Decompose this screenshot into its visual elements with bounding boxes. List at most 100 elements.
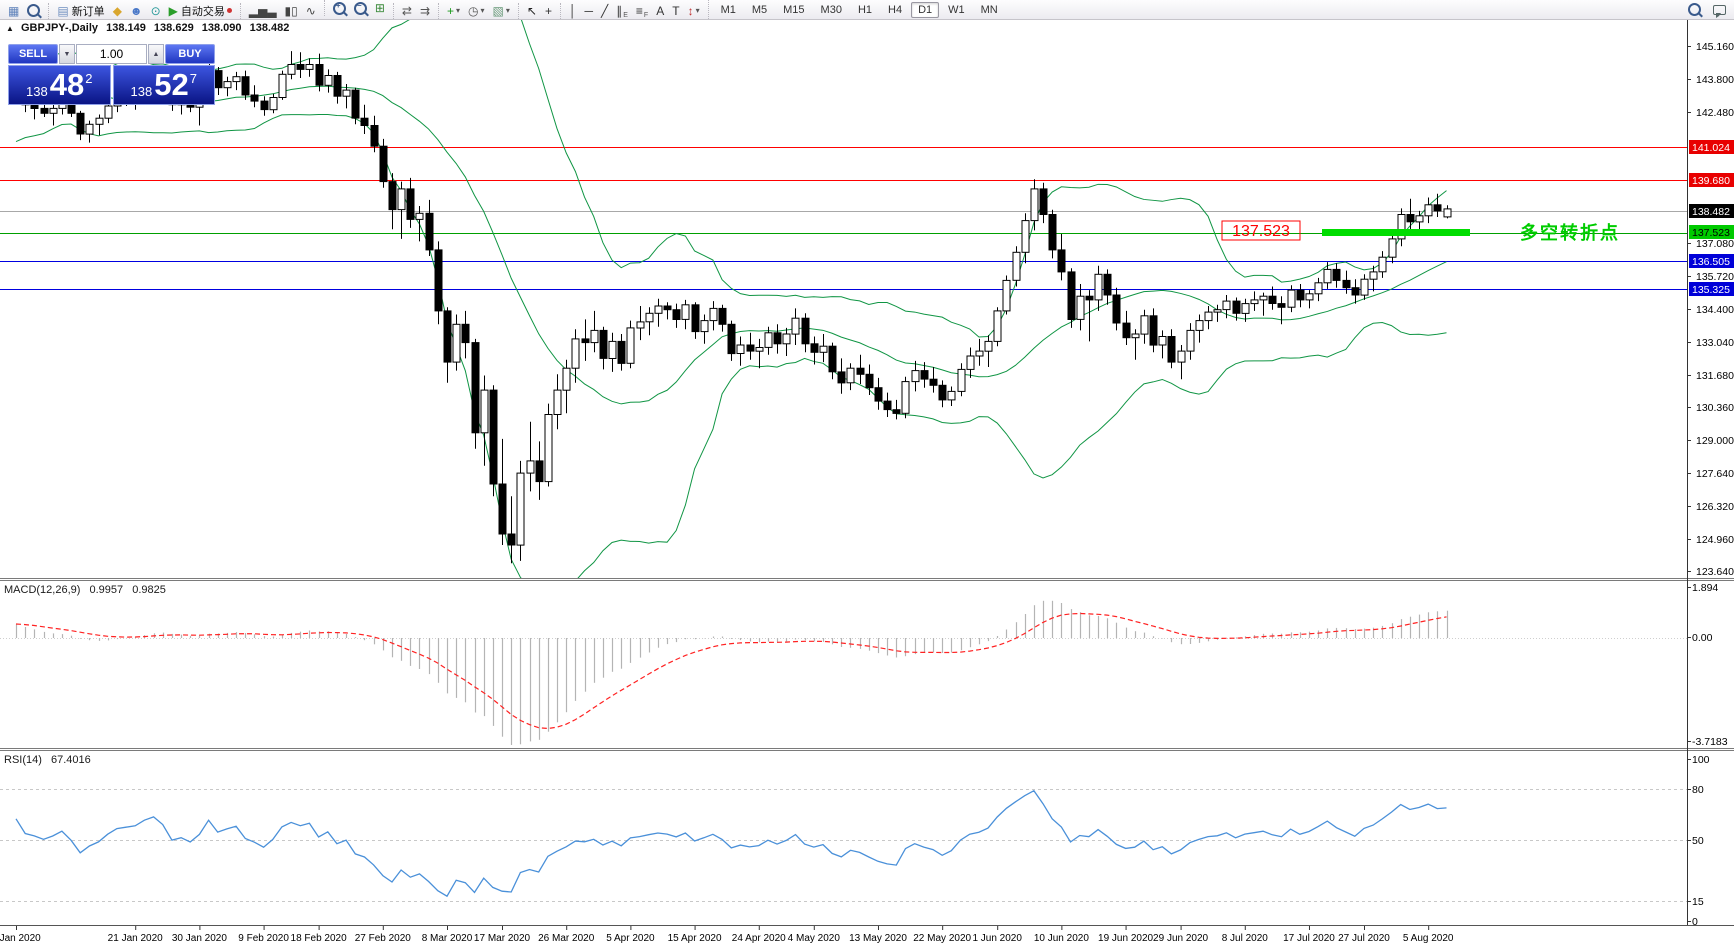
- experts-icon[interactable]: ☻: [127, 3, 146, 19]
- date-tick-label: 4 May 2020: [788, 933, 841, 944]
- timeframe-button-MN[interactable]: MN: [980, 3, 998, 16]
- timeframe-button-H4[interactable]: H4: [888, 3, 903, 16]
- candle-body: [1296, 289, 1305, 301]
- high-value: 138.629: [153, 22, 194, 34]
- templates-icon-dropdown[interactable]: ▾: [505, 6, 510, 16]
- trendline-icon[interactable]: ╱: [598, 3, 611, 19]
- auto-scroll-icon[interactable]: ⇄: [399, 3, 415, 19]
- vertical-line-icon: │: [568, 3, 577, 18]
- date-tick-label: 2 Jan 2020: [0, 933, 41, 944]
- date-tick-label: 13 May 2020: [849, 933, 907, 944]
- candle-body: [461, 323, 470, 344]
- arrows-icon[interactable]: ↕ ▾: [685, 3, 703, 19]
- metaeditor-icon: ◆: [112, 3, 122, 18]
- horizontal-line-icon[interactable]: ─: [581, 3, 596, 19]
- candle-body: [672, 309, 681, 321]
- candle-body: [1351, 287, 1360, 296]
- macd-signal-line: [15, 612, 1447, 730]
- timeframe-button-M15[interactable]: M15: [783, 3, 805, 16]
- autotrading-button[interactable]: ▶ 自动交易: [166, 3, 235, 19]
- metaeditor-icon[interactable]: ◆: [110, 3, 125, 19]
- volume-up-button[interactable]: ▲: [148, 44, 164, 64]
- new-order-button[interactable]: ▤ 新订单: [54, 3, 107, 19]
- candle-body: [1259, 295, 1268, 301]
- candle-body: [85, 123, 94, 135]
- candle-body: [957, 368, 966, 392]
- sell-price[interactable]: 138 48 2: [8, 65, 111, 105]
- annotation-text[interactable]: 多空转折点: [1520, 222, 1620, 243]
- crosshair-icon: +: [544, 3, 552, 18]
- horizontal-line-icon: ─: [584, 3, 593, 18]
- cursor-icon[interactable]: ↖: [524, 3, 540, 19]
- price-tick-label: 145.160: [1696, 41, 1734, 53]
- channel-icon[interactable]: ∥ E: [613, 3, 631, 19]
- autotrading-button-label: 自动交易: [180, 5, 225, 18]
- cursor-icon: ↖: [526, 3, 537, 18]
- profiles-icon: [27, 4, 41, 18]
- sell-button[interactable]: SELL: [8, 44, 58, 64]
- periods-icon-dropdown[interactable]: ▾: [480, 6, 485, 16]
- candle-body: [819, 345, 828, 353]
- date-axis[interactable]: 2 Jan 2020 21 Jan 2020 30 Jan 2020 9 Feb 20…: [0, 926, 1454, 944]
- date-tick-label: 5 Aug 2020: [1403, 933, 1454, 944]
- timeframe-button-M1[interactable]: M1: [720, 3, 736, 16]
- line-chart-icon: ∿: [305, 3, 316, 18]
- zoom-in-icon[interactable]: [330, 0, 349, 16]
- line-chart-icon[interactable]: ∿: [303, 3, 319, 19]
- signals-icon[interactable]: ⊙: [148, 3, 164, 19]
- bollinger-lower-band: [15, 114, 1447, 579]
- templates-icon[interactable]: ▧ ▾: [490, 3, 513, 19]
- crosshair-icon[interactable]: +: [542, 3, 555, 19]
- charts-icon[interactable]: ▦: [5, 3, 22, 19]
- indicators-icon-dropdown[interactable]: ▾: [456, 6, 461, 16]
- fibonacci-icon[interactable]: ≡ F: [633, 3, 651, 19]
- price-label-box-text: 137.523: [1232, 223, 1290, 240]
- profiles-icon[interactable]: [24, 3, 43, 19]
- tile-windows-icon[interactable]: ⊞: [372, 0, 388, 16]
- price-badge: [1689, 225, 1734, 239]
- candle-body: [1287, 289, 1296, 308]
- date-tick-label: 21 Jan 2020: [108, 933, 163, 944]
- timeframe-button-M5[interactable]: M5: [751, 3, 768, 16]
- support-bar[interactable]: [1322, 229, 1470, 236]
- chat-icon[interactable]: [1713, 4, 1726, 18]
- volume-down-button[interactable]: ▼: [59, 44, 75, 64]
- candle-body: [1378, 256, 1387, 273]
- search-icon[interactable]: [1688, 3, 1701, 16]
- volume-input[interactable]: [76, 44, 147, 64]
- timeframe-button-D1[interactable]: D1: [911, 1, 940, 18]
- label-icon[interactable]: T: [669, 3, 682, 19]
- chart-shift-icon[interactable]: ⇉: [417, 3, 433, 19]
- candle-body: [599, 329, 608, 359]
- price-label-box[interactable]: [1221, 220, 1301, 241]
- candle-body: [370, 125, 379, 147]
- timeframe-button-W1[interactable]: W1: [948, 3, 965, 16]
- candle-body: [269, 97, 278, 111]
- buy-button[interactable]: BUY: [165, 44, 215, 64]
- price-tick-label: 142.480: [1696, 107, 1734, 119]
- indicators-icon[interactable]: + ▾: [444, 3, 463, 19]
- buy-price[interactable]: 138 52 7: [112, 65, 215, 105]
- periods-icon[interactable]: ◷ ▾: [465, 3, 488, 19]
- candle-body: [1094, 273, 1103, 301]
- timeframe-button-H1[interactable]: H1: [857, 3, 873, 16]
- zoom-out-icon[interactable]: [351, 0, 370, 16]
- new-order-button: ▤: [57, 3, 69, 18]
- candlestick-icon[interactable]: ▮▯: [282, 3, 301, 19]
- timeframe-button-M30[interactable]: M30: [820, 3, 842, 16]
- vertical-line-icon[interactable]: │: [566, 3, 580, 19]
- candle-body: [617, 340, 626, 364]
- candle-body: [782, 333, 791, 345]
- collapse-panel-icon[interactable]: ▲: [6, 24, 14, 33]
- bar-chart-icon[interactable]: ▂▅▃: [246, 3, 280, 19]
- arrows-icon-dropdown[interactable]: ▾: [695, 6, 700, 16]
- candle-body: [736, 344, 745, 354]
- date-tick-label: 22 May 2020: [913, 933, 971, 944]
- candle-body: [76, 112, 85, 135]
- price-axis[interactable]: 145.160 143.800 142.480 137.080 135.720 134.4…: [1687, 41, 1734, 928]
- horizontal-lines[interactable]: [0, 147, 1687, 290]
- candle-body: [434, 249, 443, 312]
- pane-separators[interactable]: [0, 19, 1734, 926]
- text-icon[interactable]: A: [653, 3, 667, 19]
